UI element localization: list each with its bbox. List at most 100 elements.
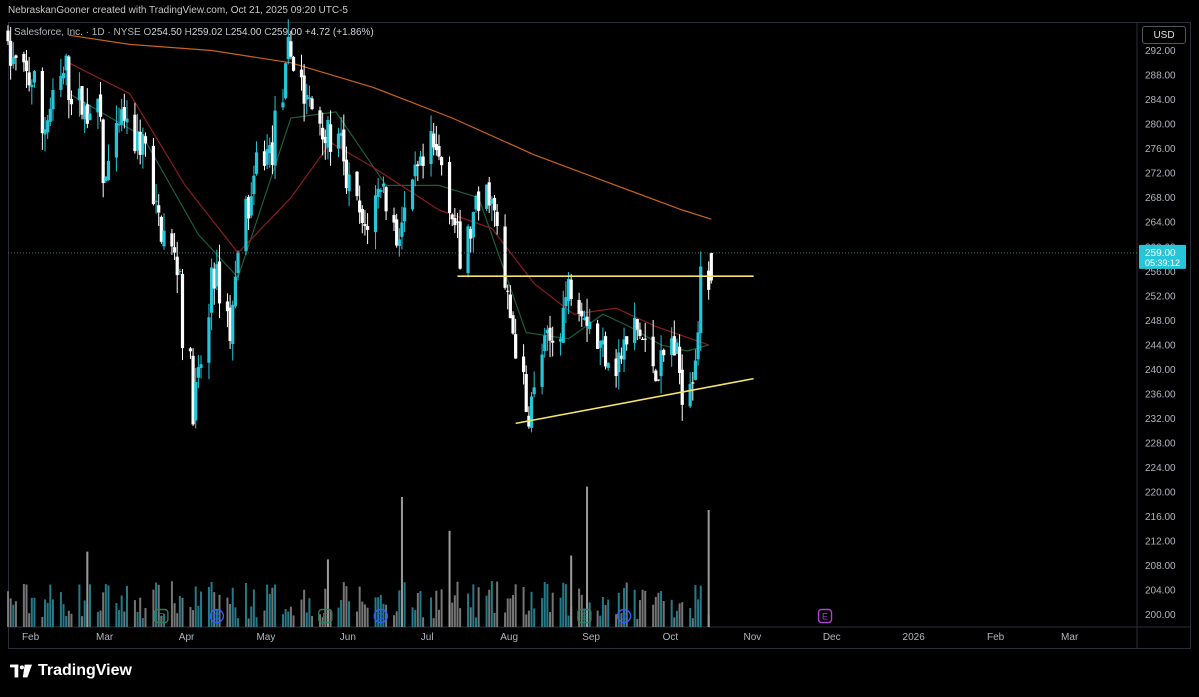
candle-body [175,256,179,276]
candle-body [188,348,193,352]
candle-body [30,84,34,88]
trendline-layer[interactable] [8,252,1137,425]
price-axis-tick: 204.00 [1145,586,1176,597]
event-marker-box [817,608,833,624]
candle-body [254,152,259,174]
candle-body [469,228,473,239]
volume-bar [660,591,663,627]
candle-body [437,146,441,157]
volume-bar [12,604,15,627]
volume-bar [525,614,528,627]
volume-bar [139,597,142,627]
footer [0,650,1199,697]
volume-layer [7,486,710,627]
tradingview-logo-icon [10,664,32,678]
time-axis[interactable]: Feb Mar Apr May Jun Jul Aug Sep Oct Nov Dec 2026 Feb… [22,632,1079,643]
chart-header: NebraskanGooner created with TradingView… [0,0,1199,22]
volume-bar [601,596,604,627]
volume-bar [681,602,684,627]
candle-body [392,215,396,223]
candle-body [170,233,174,247]
candle-body [212,268,216,289]
event-marker-label: D [378,612,385,622]
candle-body [540,354,544,387]
volume-bar [318,614,321,627]
volume-bar [226,597,229,627]
volume-bar [564,584,567,627]
candle-body [249,196,253,216]
candle-body [117,123,121,126]
volume-bar [311,615,314,627]
time-axis-tick: 2026 [903,632,926,643]
event-marker-circle [209,608,225,624]
time-axis-tick: Sep [582,632,600,643]
volume-bar [512,594,515,627]
time-axis-tick: Feb [22,632,40,643]
candle-body [588,321,592,329]
volume-bar [244,583,247,627]
candle-body [358,200,362,213]
candle-body [384,187,388,212]
volume-bar [144,607,147,627]
volume-bar [377,597,380,627]
candle-body [59,76,63,90]
candle-body [323,136,327,144]
candle-body [662,349,666,356]
volume-bar [348,601,351,627]
volume-bar [305,612,308,627]
volume-bar [654,597,657,627]
volume-bar [414,609,417,627]
candle-body [157,205,161,213]
candle-body [474,195,478,210]
event-marker-label: D [214,612,221,622]
volume-bar [340,600,343,627]
volume-bar [361,601,364,627]
volume-bar [157,584,160,627]
candle-body [302,75,306,104]
volume-bar [22,583,25,627]
volume-bar [559,597,562,627]
candle-body [503,226,507,288]
volume-bar [218,594,221,627]
volume-bar [255,617,258,627]
open-label: O [143,27,152,38]
candle-body [569,279,573,300]
volume-bar [453,595,456,627]
volume-bar [477,587,480,627]
high-label: H [184,27,192,38]
volume-bar [342,582,345,627]
candle-body [114,123,119,158]
moving-average-long [68,34,712,220]
tradingview-logo[interactable]: TradingView [10,662,132,680]
candle-body [101,119,105,184]
volume-bar [284,609,287,627]
candle-body [281,102,285,108]
candle-body [143,136,148,144]
price-axis-tick: 280.00 [1145,120,1176,131]
volume-bar [78,584,81,627]
price-axis-tick: 272.00 [1145,169,1176,180]
candle-body [363,224,367,227]
candle-body [360,209,364,223]
volume-bar [641,589,644,627]
volume-bar [133,600,136,627]
candle-body [289,41,293,57]
candle-body [532,387,536,395]
volume-bar [382,603,385,627]
candle-body [434,144,438,151]
price-axis-tick: 224.00 [1145,463,1176,474]
volume-bar [160,615,163,627]
volume-spike [400,497,403,627]
candle-body [416,164,420,167]
price-axis[interactable]: 292.00 288.00 284.00 280.00 276.00 272.00 268.… [1145,46,1176,621]
candle-body [564,297,568,307]
volume-bar [697,599,700,627]
volume-bar [530,591,533,627]
price-axis-tick: 240.00 [1145,365,1176,376]
currency-button[interactable]: USD [1142,26,1186,44]
volume-spike [707,510,710,627]
volume-bar [303,589,306,627]
candle-body [477,191,481,211]
